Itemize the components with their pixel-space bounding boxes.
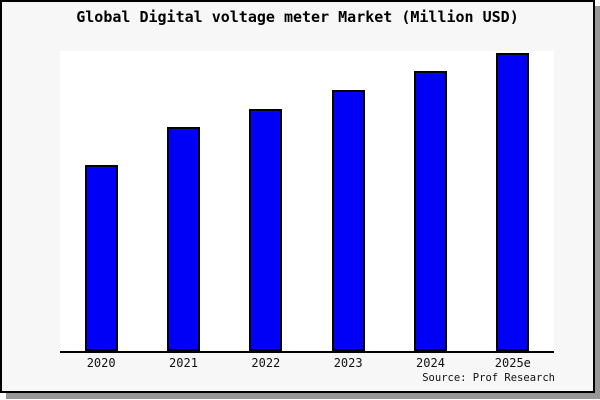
x-tick-label-2023: 2023 [333,356,363,370]
bar-2023 [331,90,365,351]
bar-2022 [249,109,283,351]
bar-2025e [496,53,530,351]
x-tick-label-2020: 2020 [86,356,116,370]
chart-title: Global Digital voltage meter Market (Mil… [76,8,519,26]
source-credit: Source: Prof Research [422,372,555,384]
chart-frame: Global Digital voltage meter Market (Mil… [0,0,595,393]
bar-2020 [84,165,118,351]
x-tick-label-2025e: 2025e [494,356,531,370]
plot-area [60,51,554,353]
x-tick-label-2022: 2022 [251,356,281,370]
x-tick-label-2024: 2024 [416,356,445,370]
bar-2024 [414,71,447,351]
bar-2021 [167,127,200,351]
x-tick-label-2021: 2021 [169,356,198,370]
